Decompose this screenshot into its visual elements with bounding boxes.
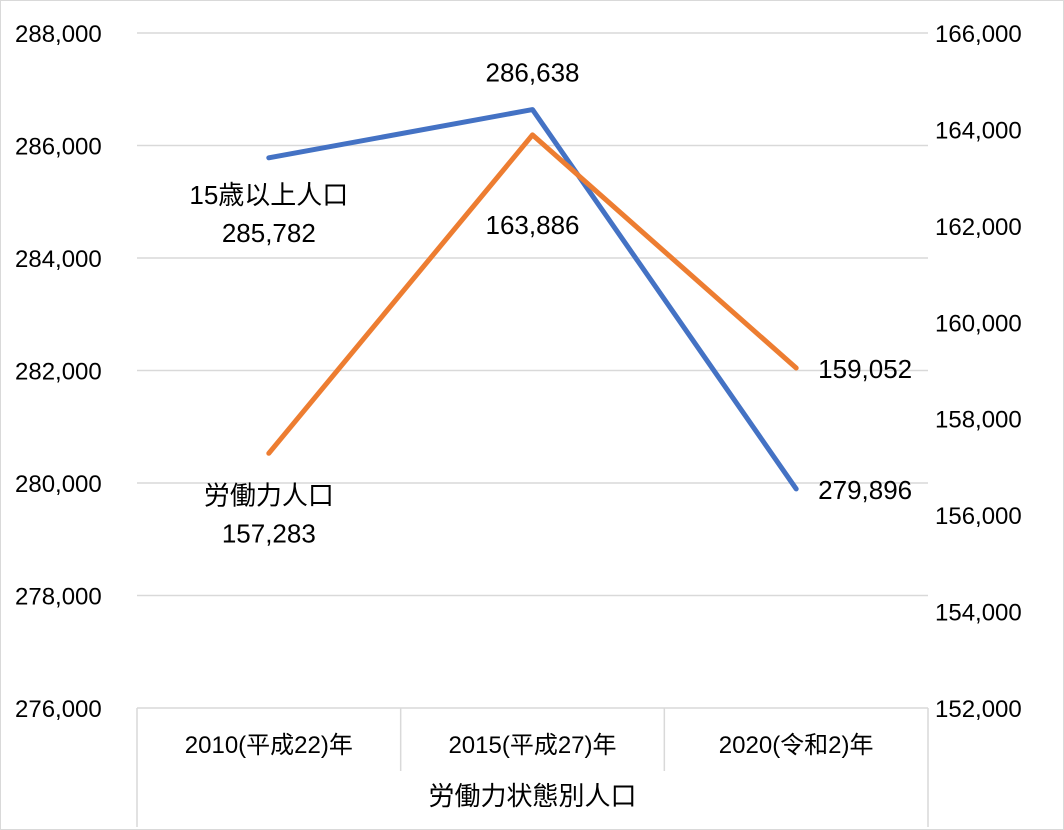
y-right-tick-label: 164,000 (935, 117, 1022, 144)
y-right-tick-label: 162,000 (935, 214, 1022, 241)
y-left-tick-label: 282,000 (15, 359, 102, 386)
data-label: 285,782 (222, 218, 316, 248)
x-axis-title: 労働力状態別人口 (428, 781, 636, 811)
x-category-label: 2020(令和2)年 (719, 732, 874, 759)
data-label: 163,886 (486, 210, 580, 240)
y-right-tick-label: 158,000 (935, 407, 1022, 434)
y-right-tick-label: 160,000 (935, 310, 1022, 337)
y-left-tick-label: 280,000 (15, 471, 102, 498)
series-line-1 (266, 107, 799, 492)
series-name-label: 15歳以上人口 (189, 180, 348, 210)
data-label: 157,283 (222, 518, 316, 548)
data-label: 279,896 (818, 475, 912, 505)
y-right-tick-label: 156,000 (935, 503, 1022, 530)
data-label: 286,638 (486, 58, 580, 88)
y-left-tick-label: 276,000 (15, 696, 102, 723)
data-label: 159,052 (818, 354, 912, 384)
series-name-label: 労働力人口 (204, 480, 334, 510)
series-line-2 (266, 132, 799, 456)
y-right-tick-label: 152,000 (935, 696, 1022, 723)
y-right-tick-label: 166,000 (935, 21, 1022, 48)
y-right-tick-label: 154,000 (935, 600, 1022, 627)
x-category-label: 2015(平成27)年 (448, 732, 616, 759)
y-left-tick-label: 286,000 (15, 134, 102, 161)
y-left-tick-label: 284,000 (15, 246, 102, 273)
y-left-tick-label: 278,000 (15, 584, 102, 611)
y-left-tick-label: 288,000 (15, 21, 102, 48)
x-category-label: 2010(平成22)年 (185, 732, 353, 759)
